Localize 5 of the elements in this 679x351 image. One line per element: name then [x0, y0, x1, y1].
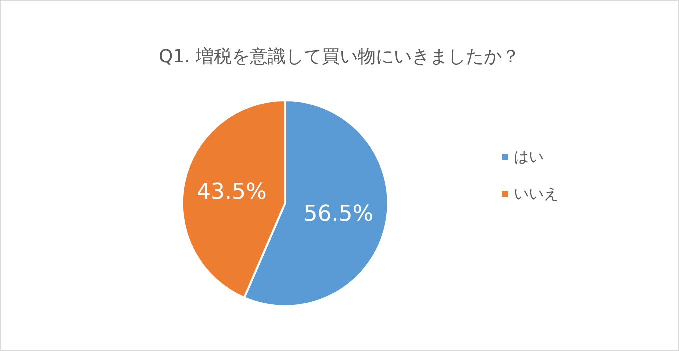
chart-title: Q1. 増税を意識して買い物にいきましたか？ [158, 46, 520, 68]
legend-label: はい [514, 148, 544, 166]
legend-label: いいえ [514, 185, 560, 203]
data-label: 43.5% [197, 180, 267, 205]
data-label: 56.5% [304, 202, 374, 227]
